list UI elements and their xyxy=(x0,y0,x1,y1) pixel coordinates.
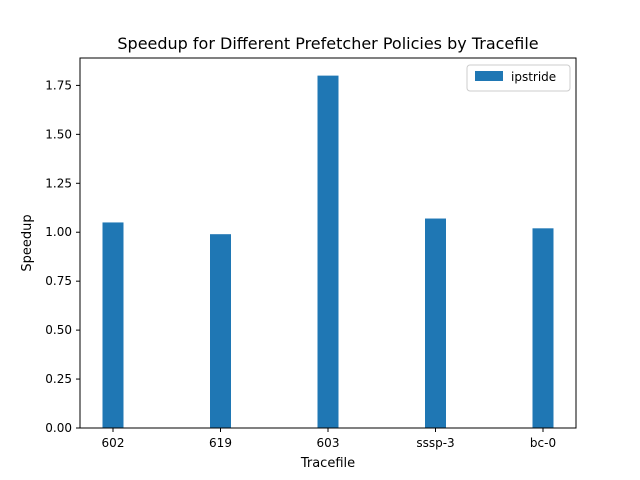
x-tick-label: 619 xyxy=(209,436,232,450)
chart-title: Speedup for Different Prefetcher Policie… xyxy=(117,34,538,53)
y-tick-label: 1.50 xyxy=(45,127,72,141)
bar-603 xyxy=(317,75,339,428)
y-tick-label: 1.00 xyxy=(45,225,72,239)
plot-frame xyxy=(79,57,577,429)
y-tick-label: 0.00 xyxy=(45,421,72,435)
y-tick-label: 0.50 xyxy=(45,323,72,337)
bar-bc-0 xyxy=(532,228,554,428)
x-tick-label: sssp-3 xyxy=(416,436,454,450)
y-tick-label: 1.25 xyxy=(45,176,72,190)
plot-area: 602 619 603 sssp-3 bc-0 0.00 0.25 0.50 0.75 1.00 1… xyxy=(45,75,556,450)
legend: ipstride xyxy=(466,64,571,92)
legend-swatch xyxy=(475,71,503,81)
bar-619 xyxy=(210,234,231,428)
x-axis-label: Tracefile xyxy=(300,456,355,471)
legend-label: ipstride xyxy=(511,70,556,84)
y-tick-label: 1.75 xyxy=(45,78,72,92)
x-tick-label: bc-0 xyxy=(530,436,556,450)
y-tick-label: 0.25 xyxy=(45,372,72,386)
y-tick-label: 0.75 xyxy=(45,274,72,288)
bar-sssp-3 xyxy=(425,218,446,428)
y-axis-label: Speedup xyxy=(20,214,35,271)
x-tick-label: 602 xyxy=(102,436,125,450)
bar-602 xyxy=(102,222,124,428)
x-tick-label: 603 xyxy=(317,436,340,450)
